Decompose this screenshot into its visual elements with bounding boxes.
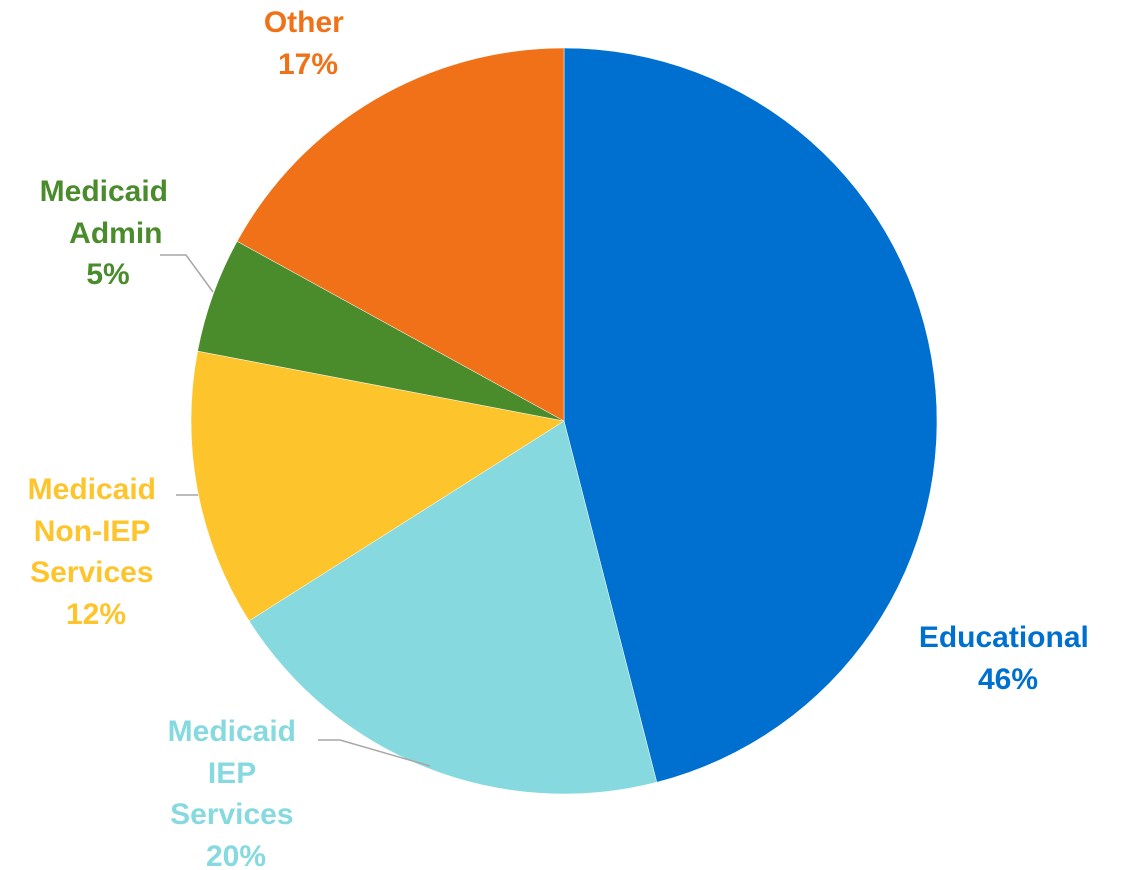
leader-line-medicaid-admin bbox=[160, 254, 214, 293]
data-label-medicaid-non-iep-line-3: Services bbox=[30, 556, 153, 589]
data-label-medicaid-admin: Medicaid Admin 5% bbox=[40, 175, 177, 291]
pie-slice-medicaid-iep-services bbox=[248, 420, 658, 795]
data-label-other-line-2: 17% bbox=[278, 48, 338, 81]
data-label-medicaid-non-iep-line-2: Non-IEP bbox=[34, 515, 150, 548]
pie-slice-medicaid-non-iep-services bbox=[190, 350, 565, 622]
data-label-medicaid-iep-line-4: 20% bbox=[206, 840, 266, 870]
pie-slice-educational bbox=[563, 47, 938, 783]
data-label-other-line-1: Other bbox=[264, 6, 344, 39]
data-label-medicaid-admin-line-3: 5% bbox=[86, 258, 129, 291]
data-label-educational-line-2: 46% bbox=[978, 663, 1038, 696]
data-label-medicaid-non-iep-line-1: Medicaid bbox=[28, 473, 156, 506]
data-label-medicaid-iep-line-3: Services bbox=[170, 798, 293, 831]
data-label-other: Other 17% bbox=[264, 6, 352, 81]
data-label-medicaid-iep-line-2: IEP bbox=[208, 757, 256, 790]
data-label-medicaid-iep: Medicaid IEP Services 20% bbox=[168, 715, 305, 870]
leader-line-medicaid-iep bbox=[318, 739, 431, 767]
data-label-educational: Educational 46% bbox=[919, 621, 1097, 696]
data-label-medicaid-non-iep-line-4: 12% bbox=[66, 598, 126, 631]
pie-slice-other bbox=[236, 47, 565, 422]
data-label-medicaid-admin-line-2: Admin bbox=[69, 217, 162, 250]
data-label-medicaid-iep-line-1: Medicaid bbox=[168, 715, 296, 748]
data-label-medicaid-admin-line-1: Medicaid bbox=[40, 175, 168, 208]
data-label-medicaid-non-iep: Medicaid Non-IEP Services 12% bbox=[28, 473, 165, 631]
data-label-educational-line-1: Educational bbox=[919, 621, 1089, 654]
pie-slices bbox=[190, 47, 938, 795]
